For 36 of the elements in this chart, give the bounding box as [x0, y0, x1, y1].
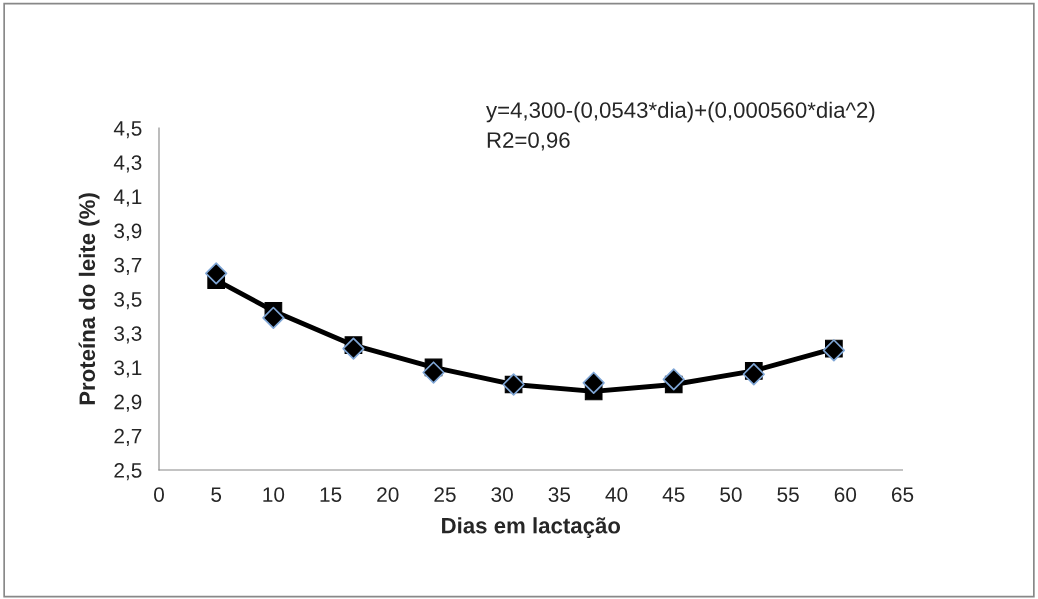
x-tick-label: 65 — [891, 487, 914, 502]
x-tick-label: 35 — [548, 487, 571, 502]
y-tick-label: 3,9 — [114, 223, 142, 241]
point — [342, 337, 365, 360]
y-tick-label: 2,5 — [114, 463, 142, 481]
x-tick-label: 45 — [662, 487, 685, 502]
x-tick-label: 55 — [777, 487, 799, 502]
y-tick-label: 3,7 — [114, 257, 142, 276]
x-tick-label: 0 — [154, 487, 164, 502]
x-tick-label: 40 — [605, 487, 628, 502]
y-tick-label: 4,3 — [113, 155, 142, 173]
x-tick-label: 15 — [320, 487, 342, 502]
x-tick-label: 5 — [211, 487, 222, 502]
x-tick-label: 30 — [491, 487, 513, 502]
text: y=4,300-(0,0543*dia)+(0,000560*dia^2) — [486, 101, 875, 123]
y-tick-label: 2,9 — [114, 394, 142, 412]
annotation: R2=0,96 — [487, 132, 570, 151]
point — [742, 363, 765, 386]
x-axis-title: Dias em lactação — [442, 517, 621, 538]
y-tick-label: 3,1 — [114, 360, 142, 378]
x-tick-label: 50 — [720, 487, 742, 502]
x-tick-label: 20 — [377, 487, 399, 502]
point — [662, 368, 685, 391]
point — [262, 306, 285, 329]
x-tick-label: 10 — [263, 487, 285, 502]
y-tick-label: 3,3 — [114, 326, 142, 344]
x-tick-label: 25 — [434, 487, 456, 502]
x-tick-label: 60 — [834, 487, 857, 502]
point — [205, 262, 228, 285]
y-tick-label: 2,7 — [114, 428, 142, 447]
point — [582, 371, 605, 394]
y-tick-label: 4,1 — [113, 189, 142, 207]
y-axis-title: Proteína do leite (%) — [78, 193, 100, 405]
y-tick-label: 3,5 — [114, 292, 142, 310]
y-tick-label: 4,5 — [113, 121, 142, 139]
point — [422, 361, 445, 384]
